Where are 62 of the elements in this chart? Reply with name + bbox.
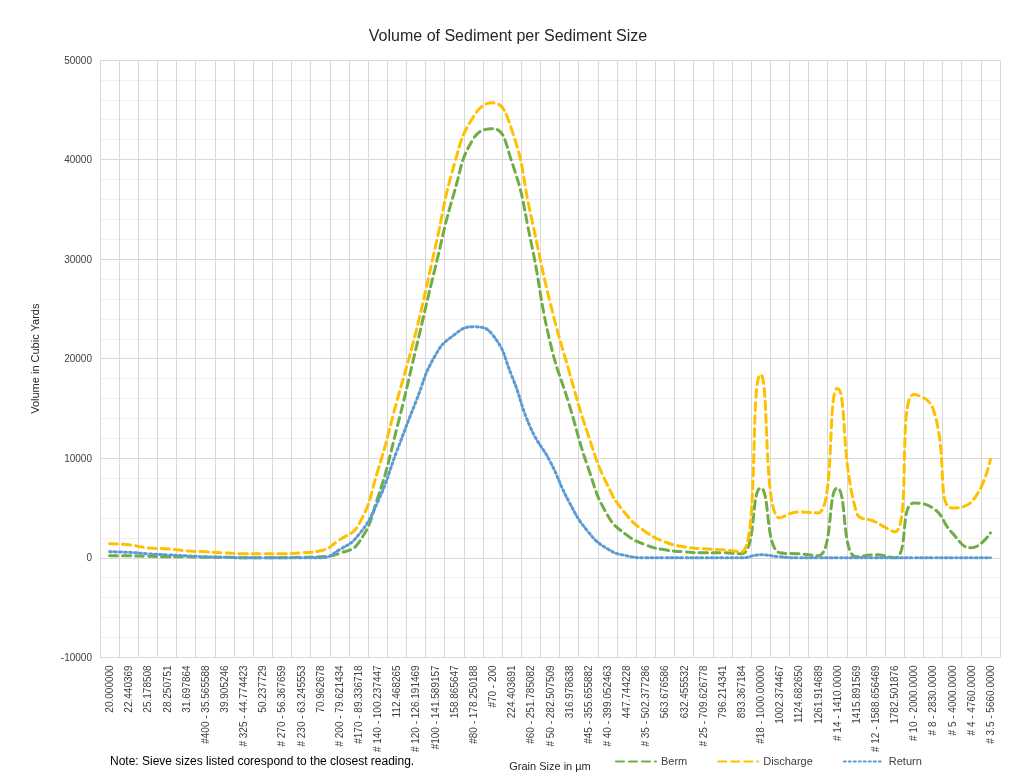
- x-tick-label: # 200 - 79.621434: [333, 664, 345, 747]
- x-tick-label: # 325 - 44.774423: [238, 664, 250, 747]
- y-tick-label: 50000: [64, 54, 93, 66]
- x-tick-label: 25.178508: [142, 664, 154, 713]
- x-tick-label: # 50 - 282.507509: [544, 664, 556, 747]
- y-tick-label: 30000: [64, 253, 93, 265]
- x-tick-label: 112.468265: [391, 664, 403, 718]
- x-tick-label: 1002.374467: [774, 664, 786, 724]
- y-tick-label: 10000: [64, 452, 93, 464]
- x-tick-label: # 140 - 100.237447: [372, 664, 384, 753]
- y-tick-label: 20000: [64, 353, 93, 365]
- x-tick-label: # 270 - 56.367659: [276, 664, 288, 747]
- x-tick-label: # 12 - 1588.656469: [870, 664, 882, 753]
- x-tick-label: 50.237729: [257, 664, 269, 713]
- x-tick-label: 224.403691: [506, 664, 518, 719]
- legend-label: Berm: [661, 755, 688, 768]
- x-tick-label: #80 - 178.250188: [467, 664, 479, 744]
- x-tick-label: # 120 - 126.191469: [410, 664, 422, 753]
- x-tick-label: 31.697864: [180, 664, 192, 713]
- x-tick-label: 316.978638: [563, 664, 575, 719]
- x-tick-label: #70 - 200: [487, 664, 499, 708]
- chart-title: Volume of Sediment per Sediment Size: [368, 26, 648, 44]
- x-tick-label: 1782.501876: [889, 664, 901, 724]
- y-tick-label: 40000: [64, 154, 93, 166]
- x-tick-label: #170 - 89.336718: [353, 664, 365, 744]
- x-tick-label: 893.367184: [735, 664, 747, 719]
- x-tick-label: #60 - 251.785082: [525, 664, 537, 744]
- x-tick-label: # 14 - 1410.0000: [831, 664, 843, 741]
- x-tick-label: #18 - 1000.00000: [755, 664, 767, 744]
- x-tick-label: # 3.5 - 5660.0000: [984, 664, 996, 744]
- x-tick-label: # 25 - 709.626778: [697, 664, 709, 747]
- x-tick-label: 1124.682650: [793, 664, 805, 724]
- legend-label: Discharge: [763, 755, 813, 768]
- x-tick-label: 28.250751: [161, 664, 173, 713]
- x-tick-label: #45 - 355.655882: [582, 664, 594, 744]
- x-tick-label: 20.000000: [104, 664, 116, 713]
- x-tick-label: # 40 - 399.052463: [601, 664, 613, 747]
- text: Note: Sieve sizes listed corespond to the closest reading.: [110, 754, 415, 768]
- x-tick-label: 22.440369: [123, 664, 135, 713]
- x-tick-label: 563.676586: [659, 664, 671, 719]
- x-tick-label: # 35 - 502.377286: [640, 664, 652, 747]
- x-axis-title: Grain Size in µm: [509, 759, 591, 772]
- x-tick-label: 447.744228: [621, 664, 633, 719]
- y-tick-label: -10000: [60, 651, 93, 663]
- x-tick-label: #400 - 35.565588: [199, 664, 211, 744]
- legend-label: Return: [888, 755, 922, 768]
- x-tick-label: 1261.914689: [812, 664, 824, 724]
- y-tick-label: 0: [86, 552, 93, 564]
- x-tick-label: 70.962678: [314, 664, 326, 713]
- x-tick-label: # 4 - 4760.0000: [965, 664, 977, 736]
- x-tick-label: 1415.891569: [850, 664, 862, 724]
- x-tick-label: 796.214341: [716, 664, 728, 719]
- x-tick-label: #100 - 141.589157: [429, 664, 441, 750]
- y-axis-title: Volume in Cubic Yards: [28, 303, 41, 414]
- x-tick-label: # 230 - 63.245553: [295, 664, 307, 747]
- line-series: [108, 325, 992, 560]
- x-tick-label: 158.865647: [448, 664, 460, 719]
- x-tick-label: # 8 - 2830.0000: [927, 664, 939, 736]
- x-tick-label: # 10 - 2000.0000: [908, 664, 920, 741]
- x-tick-label: 632.455532: [678, 664, 690, 719]
- x-tick-label: 39.905246: [218, 664, 230, 713]
- x-tick-label: # 5 - 4000.0000: [946, 664, 958, 736]
